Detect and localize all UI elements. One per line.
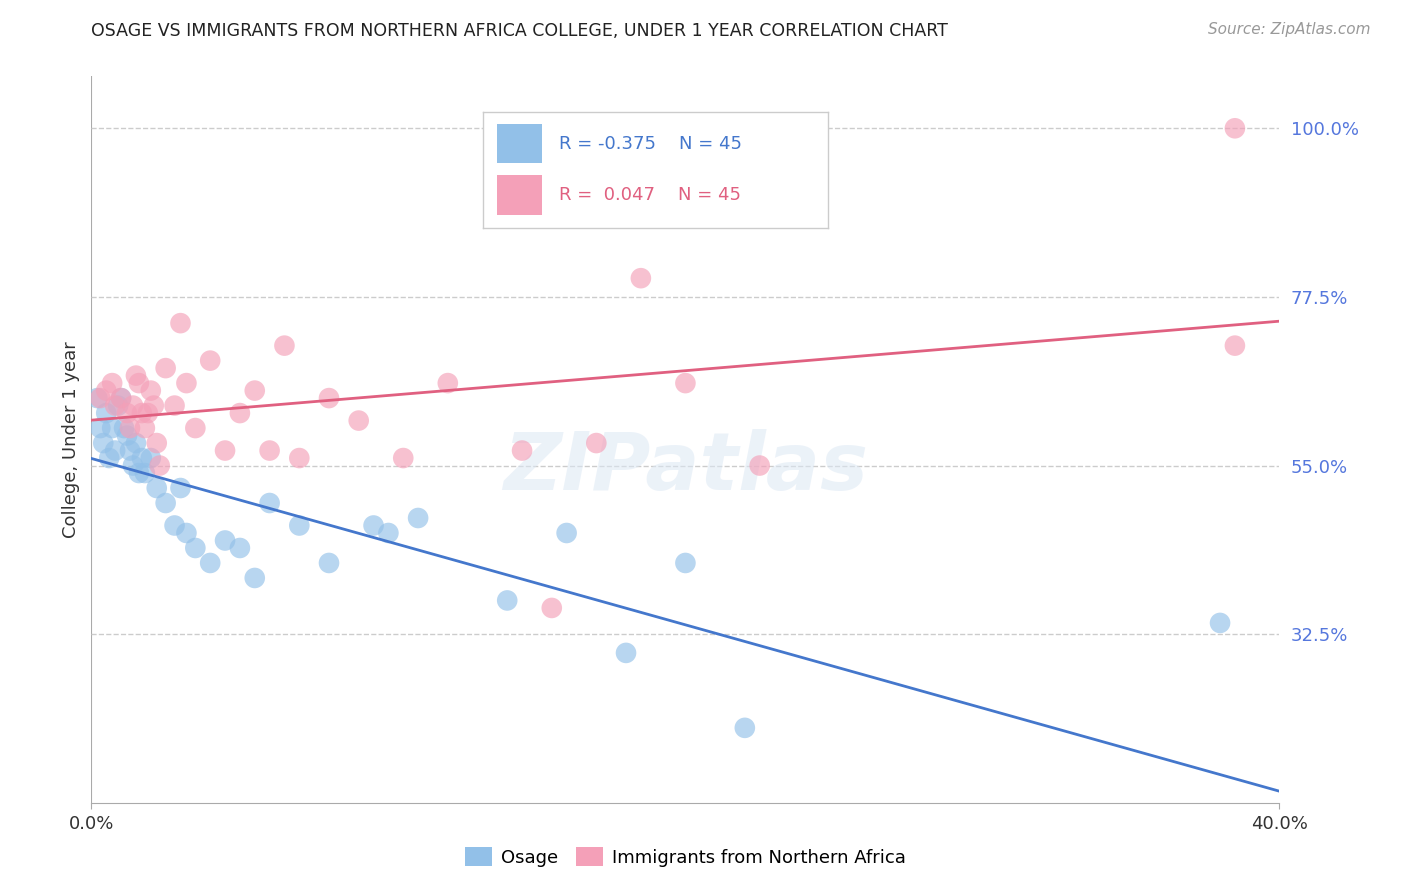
Point [510, 443, 533, 458]
Point [673, 376, 696, 390]
Point [139, 451, 162, 466]
Point [555, 526, 578, 541]
Point [118, 443, 141, 458]
Point [734, 721, 756, 735]
Point [214, 443, 236, 458]
Point [540, 601, 562, 615]
Point [149, 458, 172, 473]
Point [107, 399, 129, 413]
Point [163, 518, 186, 533]
Point [128, 376, 150, 390]
Point [214, 533, 236, 548]
Point [128, 466, 150, 480]
Point [118, 421, 141, 435]
Point [122, 399, 145, 413]
Point [200, 353, 222, 368]
Point [176, 376, 198, 390]
Y-axis label: College, Under 1 year: College, Under 1 year [62, 341, 80, 538]
Point [115, 406, 138, 420]
Point [134, 421, 156, 435]
Point [115, 428, 138, 442]
Point [163, 399, 186, 413]
Text: OSAGE VS IMMIGRANTS FROM NORTHERN AFRICA COLLEGE, UNDER 1 YEAR CORRELATION CHART: OSAGE VS IMMIGRANTS FROM NORTHERN AFRICA… [91, 22, 948, 40]
Legend: Osage, Immigrants from Northern Africa: Osage, Immigrants from Northern Africa [457, 839, 914, 874]
Point [96, 406, 118, 420]
Point [86, 391, 108, 405]
Point [363, 518, 385, 533]
Point [243, 384, 266, 398]
Point [1209, 615, 1232, 630]
Point [169, 481, 191, 495]
Point [122, 458, 145, 473]
Point [436, 376, 458, 390]
Point [243, 571, 266, 585]
Point [406, 511, 429, 525]
Point [318, 391, 340, 405]
Point [259, 496, 281, 510]
Point [145, 436, 167, 450]
Point [110, 391, 132, 405]
Point [131, 451, 153, 466]
Point [748, 458, 770, 473]
Point [318, 556, 340, 570]
Point [1223, 121, 1246, 136]
Point [184, 541, 207, 555]
Point [104, 443, 127, 458]
Point [139, 384, 162, 398]
Point [176, 526, 198, 541]
Point [259, 443, 281, 458]
Point [630, 271, 652, 285]
Text: Source: ZipAtlas.com: Source: ZipAtlas.com [1208, 22, 1371, 37]
Point [131, 406, 153, 420]
Point [288, 518, 311, 533]
Point [200, 556, 222, 570]
Point [585, 436, 607, 450]
Point [91, 436, 114, 450]
Point [125, 436, 148, 450]
Point [142, 399, 165, 413]
Point [673, 556, 696, 570]
Point [98, 451, 121, 466]
Point [288, 451, 311, 466]
Point [347, 413, 370, 427]
Point [184, 421, 207, 435]
Point [377, 526, 399, 541]
Point [136, 406, 159, 420]
Point [1223, 338, 1246, 352]
Point [614, 646, 637, 660]
Point [89, 391, 111, 405]
Point [273, 338, 295, 352]
Point [89, 421, 111, 435]
Point [104, 399, 127, 413]
Point [112, 421, 135, 435]
Point [155, 496, 177, 510]
Point [229, 406, 252, 420]
Point [110, 391, 132, 405]
Text: ZIPatlas: ZIPatlas [503, 429, 868, 508]
Point [145, 481, 167, 495]
Point [96, 384, 118, 398]
Point [101, 376, 124, 390]
Point [496, 593, 519, 607]
Point [169, 316, 191, 330]
Point [392, 451, 415, 466]
Point [155, 361, 177, 376]
Point [125, 368, 148, 383]
Point [101, 421, 124, 435]
Point [229, 541, 252, 555]
Point [134, 466, 156, 480]
